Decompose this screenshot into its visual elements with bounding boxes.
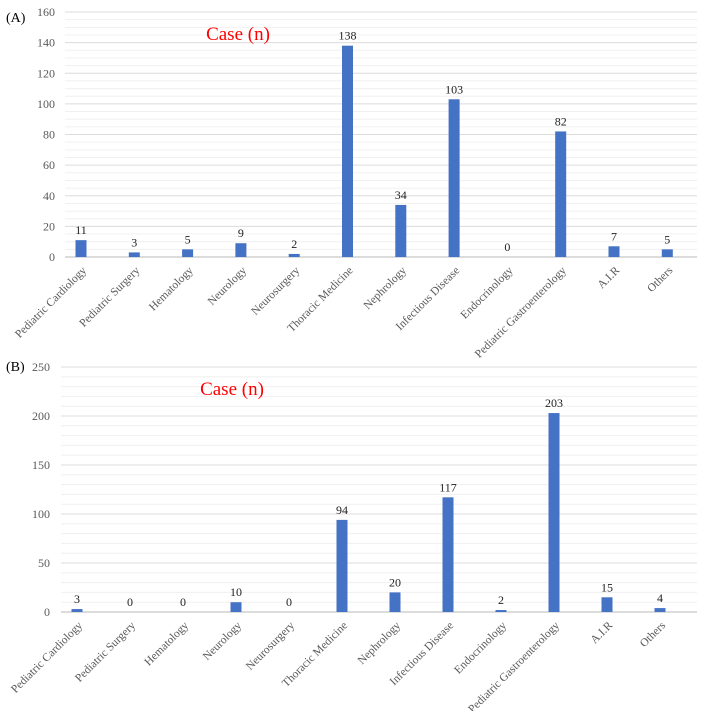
bar [661, 249, 673, 257]
x-tick-label: Neurology [201, 619, 244, 662]
panel-label: (B) [6, 360, 25, 375]
x-tick-label: Pediatric Gastroenterology [473, 264, 569, 360]
x-tick-label: Nephrology [362, 264, 410, 312]
x-tick-label: Hematology [142, 619, 191, 668]
x-tick-label: A.I.R [589, 619, 616, 646]
data-label: 2 [498, 593, 504, 607]
x-tick-label: Neurosurgery [249, 264, 302, 317]
bar [555, 131, 567, 257]
bar [601, 597, 613, 612]
data-label: 82 [555, 114, 567, 128]
x-tick-label: Pediatric Cardiology [9, 619, 85, 695]
data-label: 138 [339, 29, 357, 43]
bar [654, 608, 666, 612]
panel-label: (A) [6, 11, 26, 26]
y-tick-label: 50 [38, 556, 50, 570]
x-tick-label: A.I.R [596, 264, 623, 291]
x-tick-label: Pediatric Cardiology [13, 264, 89, 340]
data-label: 103 [445, 82, 463, 96]
bar [71, 609, 83, 612]
y-tick-label: 60 [43, 158, 55, 172]
y-tick-label: 200 [32, 409, 50, 423]
data-label: 3 [131, 235, 137, 249]
bar [342, 45, 353, 257]
y-tick-label: 0 [44, 605, 50, 619]
y-tick-label: 150 [32, 458, 50, 472]
x-tick-label: Neurosurgery [244, 619, 297, 672]
x-tick-label: Others [645, 264, 676, 295]
y-tick-label: 250 [32, 360, 50, 374]
data-label: 7 [611, 229, 617, 243]
data-label: 0 [127, 595, 133, 609]
x-tick-label: Others [638, 619, 669, 650]
data-label: 5 [664, 232, 670, 246]
x-tick-label: Nephrology [356, 619, 404, 667]
chart-title: Case (n) [200, 379, 264, 400]
bar [389, 592, 401, 612]
data-label: 0 [286, 595, 292, 609]
bar [128, 252, 140, 257]
data-label: 9 [238, 226, 244, 240]
y-tick-label: 20 [43, 219, 55, 233]
x-tick-label: Hematology [147, 264, 196, 313]
x-tick-label: Endocrinology [452, 619, 509, 676]
bar [235, 243, 247, 257]
y-tick-label: 100 [37, 97, 55, 111]
data-label: 20 [389, 575, 401, 589]
y-tick-label: 0 [49, 250, 55, 264]
bar [608, 246, 620, 257]
chart-title: Case (n) [206, 24, 270, 45]
data-label: 117 [439, 480, 457, 494]
y-tick-label: 120 [37, 66, 55, 80]
data-label: 4 [657, 591, 663, 605]
data-label: 5 [185, 232, 191, 246]
y-tick-label: 100 [32, 507, 50, 521]
data-label: 10 [230, 585, 242, 599]
x-tick-label: Endocrinology [459, 264, 516, 321]
bar [230, 602, 242, 612]
x-tick-label: Neurology [206, 264, 249, 307]
bar [495, 610, 507, 612]
y-tick-label: 80 [43, 128, 55, 142]
data-label: 203 [545, 396, 563, 410]
bar [395, 204, 407, 257]
y-tick-label: 160 [37, 5, 55, 19]
bar [548, 413, 560, 612]
data-label: 0 [180, 595, 186, 609]
data-label: 15 [601, 580, 613, 594]
data-label: 0 [504, 240, 510, 254]
bar [182, 249, 194, 257]
data-label: 11 [75, 223, 87, 237]
bar [75, 240, 87, 257]
bar [448, 99, 460, 257]
data-label: 94 [336, 503, 348, 517]
y-tick-label: 140 [37, 36, 55, 50]
bar [336, 519, 348, 612]
x-tick-label: Pediatric Gastroenterology [466, 619, 562, 711]
data-label: 3 [74, 592, 80, 606]
bar [288, 253, 300, 257]
bar [442, 497, 454, 612]
data-label: 34 [395, 188, 407, 202]
data-label: 2 [291, 237, 297, 251]
y-tick-label: 40 [43, 189, 55, 203]
